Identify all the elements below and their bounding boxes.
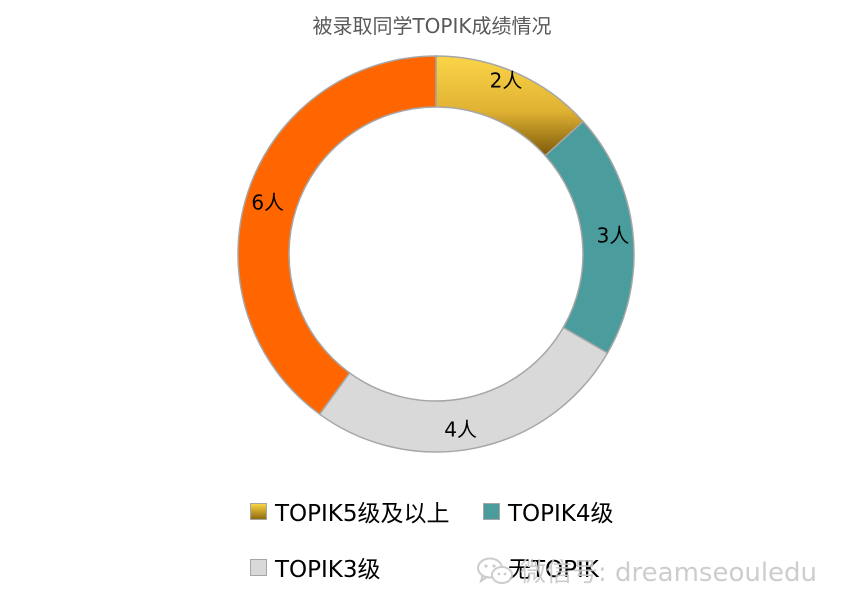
slice-label-4: 6人 [251,191,284,215]
watermark: 微信号: dreamseouledu [476,552,817,589]
slice-label-2: 3人 [597,223,630,247]
wechat-icon [477,557,513,584]
slice-label-1: 2人 [490,69,523,93]
chart-title: 被录取同学TOPIK成绩情况 [312,14,552,38]
slice-label-3: 4人 [444,417,477,441]
watermark-text: 微信号: dreamseouledu [520,558,818,588]
donut-slice-4 [237,55,437,416]
